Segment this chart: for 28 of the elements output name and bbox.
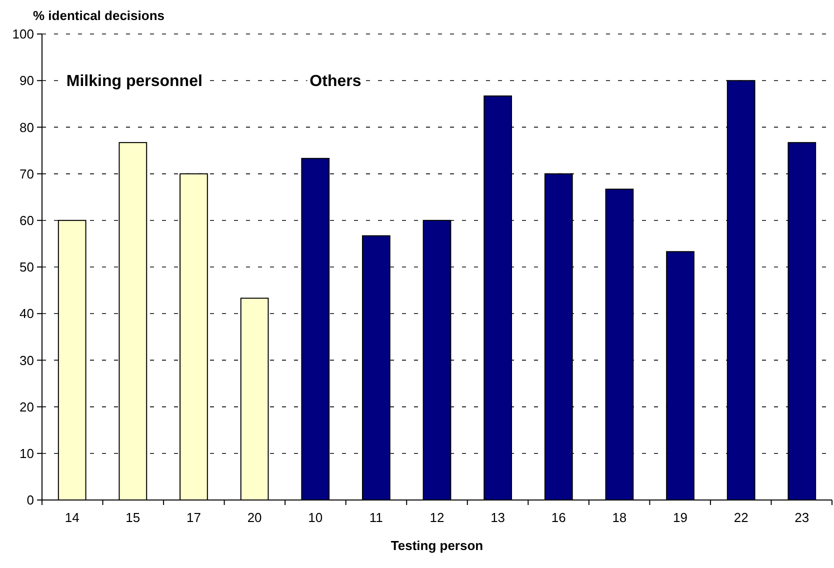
x-tick-label: 19: [673, 510, 688, 525]
x-tick-label: 12: [430, 510, 444, 525]
x-tick-label: 20: [247, 510, 262, 525]
y-tick-label: 100: [12, 26, 34, 42]
x-tick-label: 16: [551, 510, 566, 525]
y-tick-label: 20: [20, 399, 34, 414]
y-tick-label: 10: [20, 446, 34, 461]
annotation: Milking personnel: [66, 73, 202, 90]
y-tick-label: 30: [20, 352, 34, 368]
x-tick-label: 17: [186, 510, 201, 525]
y-tick-label: 90: [20, 73, 34, 88]
x-tick-label: 15: [126, 510, 140, 525]
x-axis-title: Testing person: [390, 538, 484, 553]
y-tick-label: 50: [20, 260, 34, 275]
x-tick-label: 23: [794, 510, 810, 525]
y-tick-label: 0: [26, 492, 34, 508]
y-tick-label: 80: [20, 120, 34, 135]
x-tick-label: 13: [490, 510, 506, 525]
y-tick-label: 60: [20, 212, 34, 228]
y-tick-label: 70: [20, 166, 34, 182]
y-tick-label: 40: [20, 306, 34, 322]
x-tick-label: 22: [734, 510, 748, 525]
x-tick-label: 14: [64, 510, 80, 525]
annotation: Others: [310, 73, 362, 90]
x-tick-label: 18: [612, 510, 627, 525]
y-axis-title: % identical decisions: [33, 8, 164, 23]
x-tick-label: 11: [369, 510, 383, 525]
x-tick-label: 10: [308, 510, 323, 525]
